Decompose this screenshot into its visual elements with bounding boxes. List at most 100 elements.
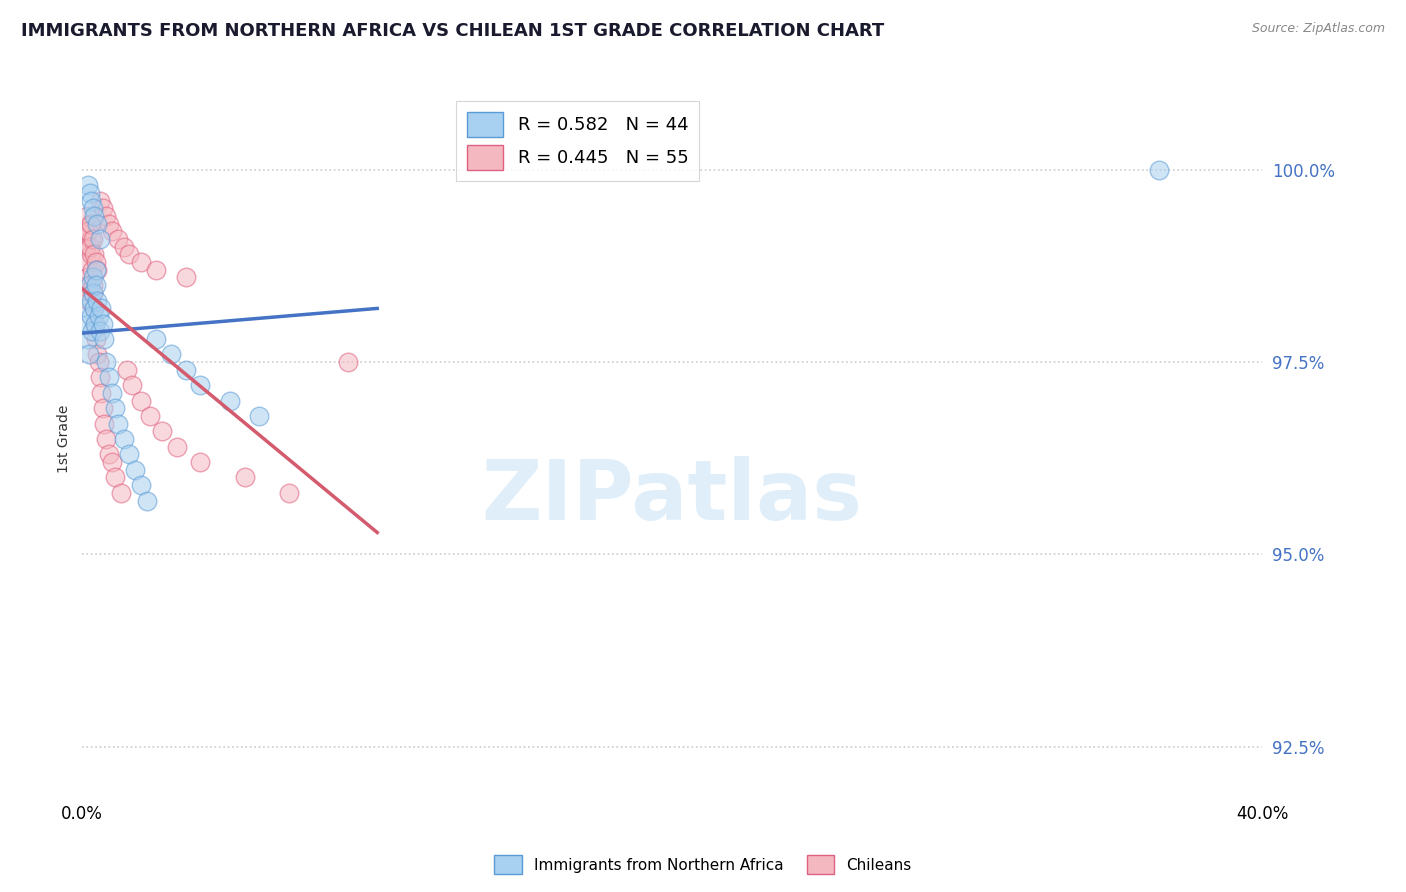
Point	[77, 347, 100, 361]
Point	[79, 240, 101, 254]
Point	[174, 270, 197, 285]
Point	[101, 385, 124, 400]
Point	[87, 355, 110, 369]
Point	[136, 493, 159, 508]
Point	[83, 247, 105, 261]
Point	[112, 432, 135, 446]
Point	[124, 463, 146, 477]
Point	[104, 401, 127, 416]
Point	[110, 486, 132, 500]
Point	[1147, 162, 1170, 177]
Point	[79, 217, 101, 231]
Point	[89, 324, 111, 338]
Point	[80, 217, 103, 231]
Point	[77, 224, 100, 238]
Text: ZIPatlas: ZIPatlas	[482, 457, 863, 537]
Point	[82, 285, 104, 300]
Point	[86, 217, 108, 231]
Point	[159, 347, 181, 361]
Point	[86, 278, 108, 293]
Point	[77, 278, 100, 293]
Y-axis label: 1st Grade: 1st Grade	[58, 405, 72, 474]
Point	[97, 370, 120, 384]
Point	[76, 317, 98, 331]
Point	[91, 401, 114, 416]
Point	[83, 301, 105, 316]
Point	[90, 385, 112, 400]
Point	[75, 240, 97, 254]
Point	[107, 232, 129, 246]
Point	[82, 201, 104, 215]
Point	[247, 409, 270, 423]
Point	[101, 455, 124, 469]
Point	[121, 378, 143, 392]
Point	[79, 293, 101, 308]
Point	[82, 232, 104, 246]
Point	[77, 293, 100, 308]
Point	[76, 270, 98, 285]
Point	[83, 317, 105, 331]
Point	[86, 293, 108, 308]
Point	[86, 262, 108, 277]
Point	[76, 255, 98, 269]
Point	[84, 262, 107, 277]
Point	[79, 232, 101, 246]
Point	[150, 425, 173, 439]
Point	[129, 478, 152, 492]
Point	[233, 470, 256, 484]
Text: Source: ZipAtlas.com: Source: ZipAtlas.com	[1251, 22, 1385, 36]
Legend: R = 0.582   N = 44, R = 0.445   N = 55: R = 0.582 N = 44, R = 0.445 N = 55	[457, 101, 699, 181]
Point	[139, 409, 162, 423]
Point	[101, 224, 124, 238]
Point	[118, 447, 141, 461]
Point	[86, 347, 108, 361]
Point	[89, 232, 111, 246]
Point	[118, 247, 141, 261]
Point	[174, 363, 197, 377]
Point	[76, 209, 98, 223]
Point	[94, 432, 117, 446]
Point	[129, 393, 152, 408]
Text: IMMIGRANTS FROM NORTHERN AFRICA VS CHILEAN 1ST GRADE CORRELATION CHART: IMMIGRANTS FROM NORTHERN AFRICA VS CHILE…	[21, 22, 884, 40]
Point	[89, 194, 111, 208]
Point	[82, 270, 104, 285]
Point	[129, 255, 152, 269]
Point	[83, 209, 105, 223]
Point	[80, 324, 103, 338]
Point	[79, 278, 101, 293]
Point	[336, 355, 359, 369]
Point	[80, 309, 103, 323]
Point	[75, 224, 97, 238]
Point	[91, 317, 114, 331]
Point	[188, 455, 211, 469]
Point	[80, 247, 103, 261]
Point	[84, 332, 107, 346]
Point	[166, 440, 188, 454]
Point	[79, 186, 101, 200]
Point	[91, 201, 114, 215]
Point	[94, 355, 117, 369]
Point	[97, 217, 120, 231]
Legend: Immigrants from Northern Africa, Chileans: Immigrants from Northern Africa, Chilean…	[488, 849, 918, 880]
Point	[89, 370, 111, 384]
Point	[83, 301, 105, 316]
Point	[87, 309, 110, 323]
Point	[90, 301, 112, 316]
Point	[83, 317, 105, 331]
Point	[97, 447, 120, 461]
Point	[145, 332, 167, 346]
Point	[77, 178, 100, 193]
Point	[277, 486, 299, 500]
Point	[93, 332, 115, 346]
Point	[80, 194, 103, 208]
Point	[104, 470, 127, 484]
Point	[218, 393, 240, 408]
Point	[145, 262, 167, 277]
Point	[115, 363, 138, 377]
Point	[107, 417, 129, 431]
Point	[93, 417, 115, 431]
Point	[80, 262, 103, 277]
Point	[94, 209, 117, 223]
Point	[76, 301, 98, 316]
Point	[82, 278, 104, 293]
